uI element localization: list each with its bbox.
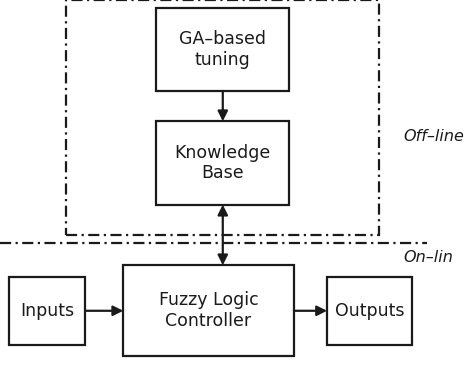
Bar	[327, 277, 412, 345]
Bar	[156, 8, 289, 91]
Bar	[9, 277, 85, 345]
Bar	[156, 121, 289, 205]
Bar	[123, 265, 294, 356]
Text: Outputs: Outputs	[335, 302, 404, 320]
Bar	[66, 0, 379, 235]
Text: On–lin: On–lin	[403, 250, 453, 265]
Text: Knowledge
Base: Knowledge Base	[174, 144, 271, 182]
Text: GA–based
tuning: GA–based tuning	[179, 30, 266, 69]
Text: Inputs: Inputs	[20, 302, 74, 320]
Text: Fuzzy Logic
Controller: Fuzzy Logic Controller	[159, 291, 258, 330]
Text: Off–line: Off–line	[403, 129, 464, 144]
